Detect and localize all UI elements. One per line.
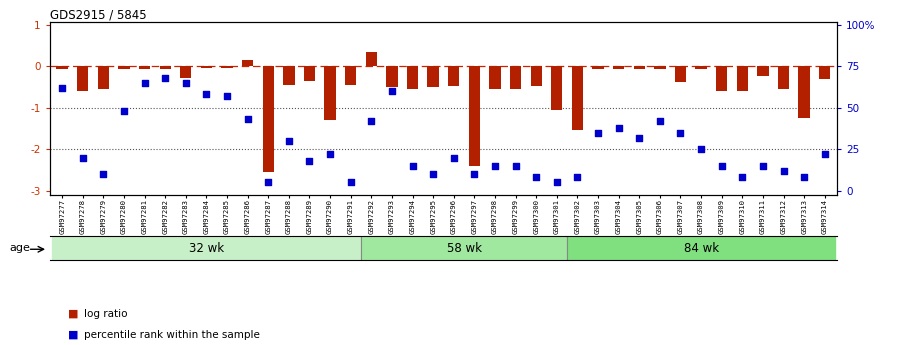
Point (756, 163, 770, 169)
Text: 32 wk: 32 wk (189, 242, 224, 255)
Bar (716, 66, 728, 91)
Point (776, 168, 791, 174)
Bar (201, 66, 212, 68)
Point (302, 158, 317, 164)
Text: age: age (9, 244, 30, 253)
Bar (675, 66, 686, 82)
Point (344, 180, 358, 185)
Bar (819, 66, 831, 79)
Bar (159, 66, 171, 69)
Point (96, 171, 110, 177)
Bar (448, 66, 460, 86)
Point (158, 75, 173, 80)
Bar (242, 60, 253, 66)
Bar (757, 66, 768, 77)
Point (405, 163, 420, 169)
Bar (778, 66, 789, 89)
Bar (324, 66, 336, 120)
Bar (345, 66, 357, 85)
Bar (798, 66, 810, 118)
Point (653, 118, 667, 124)
Bar (361, 236, 567, 260)
Bar (407, 66, 418, 89)
Bar (262, 66, 274, 172)
Bar (695, 66, 707, 69)
Bar (180, 66, 192, 78)
Text: GDS2915 / 5845: GDS2915 / 5845 (50, 9, 147, 22)
Bar (304, 66, 315, 81)
Point (694, 146, 709, 152)
Point (364, 118, 378, 124)
Point (570, 175, 585, 180)
Bar (490, 66, 500, 89)
Text: 58 wk: 58 wk (446, 242, 481, 255)
Point (467, 171, 481, 177)
Point (509, 163, 523, 169)
Point (488, 163, 502, 169)
Bar (77, 66, 89, 91)
Point (714, 163, 729, 169)
Point (323, 151, 338, 157)
Point (220, 93, 234, 99)
Bar (530, 66, 542, 86)
Point (138, 80, 152, 86)
Bar (572, 66, 583, 130)
Bar (551, 66, 563, 110)
Bar (613, 66, 624, 69)
Text: ■: ■ (68, 309, 79, 319)
Point (735, 175, 749, 180)
Bar (56, 66, 68, 69)
Bar (283, 66, 294, 85)
Point (241, 117, 255, 122)
Text: percentile rank within the sample: percentile rank within the sample (84, 330, 260, 339)
Point (797, 175, 812, 180)
Point (385, 88, 399, 94)
Bar (654, 66, 665, 69)
Point (529, 175, 543, 180)
Point (426, 171, 441, 177)
Text: 84 wk: 84 wk (683, 242, 719, 255)
Point (632, 135, 646, 140)
Point (199, 91, 214, 97)
Point (591, 130, 605, 135)
Bar (139, 66, 150, 69)
Bar (98, 66, 109, 89)
Point (549, 180, 564, 185)
Bar (52, 236, 361, 260)
Point (261, 180, 275, 185)
Point (75, 155, 90, 160)
Bar (469, 66, 480, 166)
Point (673, 130, 688, 135)
Text: log ratio: log ratio (84, 309, 128, 319)
Point (117, 108, 131, 114)
Bar (119, 66, 129, 69)
Point (446, 155, 461, 160)
Bar (366, 51, 377, 66)
Bar (386, 66, 397, 87)
Bar (427, 66, 439, 87)
Bar (222, 66, 233, 68)
Bar (593, 66, 604, 69)
Bar (510, 66, 521, 89)
Point (55, 85, 70, 90)
Point (612, 125, 626, 130)
Bar (737, 66, 748, 91)
Point (178, 80, 193, 86)
Bar (634, 66, 645, 69)
Point (817, 151, 832, 157)
Bar (567, 236, 835, 260)
Point (281, 138, 296, 144)
Text: ■: ■ (68, 330, 79, 339)
